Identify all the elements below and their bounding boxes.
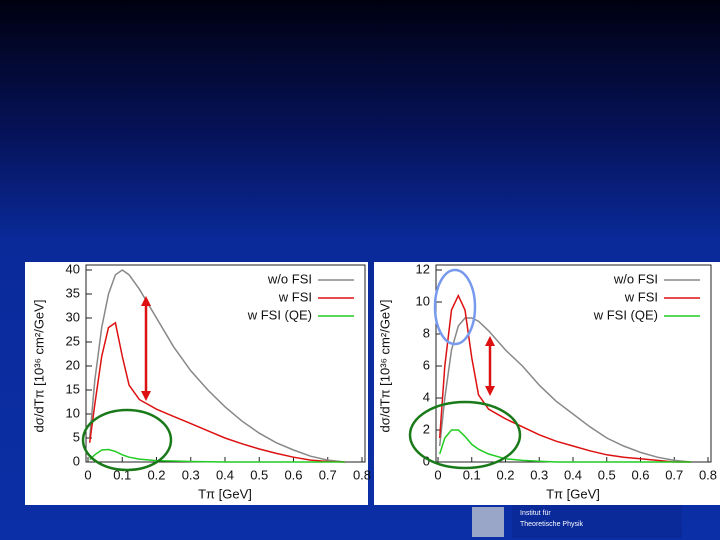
- series-line: [438, 429, 692, 463]
- x-tick-label: 0.4: [564, 467, 582, 482]
- x-tick-label: 0.4: [216, 467, 234, 482]
- series-line: [438, 317, 692, 463]
- series-line: [88, 321, 345, 463]
- y-tick-label: 2: [423, 421, 430, 436]
- y-tick-label: 20: [66, 357, 80, 372]
- x-axis-title: Tπ [GeV]: [546, 486, 600, 501]
- y-tick-label: 10: [416, 293, 430, 308]
- panel: [374, 262, 720, 505]
- y-tick-label: 15: [66, 381, 80, 396]
- x-axis-title: Tπ [GeV]: [198, 486, 252, 501]
- y-tick-label: 25: [66, 333, 80, 348]
- y-tick-label: 10: [66, 405, 80, 420]
- annotations: [81, 268, 522, 472]
- y-tick-label: 35: [66, 285, 80, 300]
- x-tick-label: 0.2: [147, 467, 165, 482]
- x-tick-label: 0.5: [598, 467, 616, 482]
- y-tick-label: 6: [423, 357, 430, 372]
- highlight-ellipse: [81, 408, 173, 472]
- institute-line: Institut für: [520, 510, 551, 517]
- logo: [472, 507, 504, 537]
- x-tick-label: 0.6: [284, 467, 302, 482]
- legend-label: w FSI: [278, 289, 312, 304]
- x-tick-label: 0.8: [353, 467, 371, 482]
- highlight-ellipse: [433, 268, 477, 346]
- x-tick-label: 0.8: [699, 467, 717, 482]
- series-line: [88, 269, 345, 463]
- x-tick-label: 0.3: [530, 467, 548, 482]
- x-tick-label: 0.7: [319, 467, 337, 482]
- y-tick-label: 4: [423, 389, 430, 404]
- x-tick-label: 0.5: [250, 467, 268, 482]
- y-tick-label: 5: [73, 429, 80, 444]
- y-tick-label: 8: [423, 325, 430, 340]
- legend-label: w FSI (QE): [247, 307, 312, 322]
- highlight-ellipse: [408, 400, 522, 470]
- y-axis-title: dσ/dTπ [10³⁶ cm²/GeV]: [377, 300, 392, 433]
- y-tick-label: 0: [73, 453, 80, 468]
- x-tick-label: 0: [434, 467, 441, 482]
- x-tick-label: 0.7: [665, 467, 683, 482]
- institute-line: Theoretische Physik: [520, 521, 584, 528]
- x-tick-label: 0.1: [463, 467, 481, 482]
- series-line: [438, 293, 692, 463]
- logo-box: [512, 505, 682, 538]
- y-axis-title: dσ/dTπ [10³⁶ cm²/GeV]: [31, 300, 46, 433]
- legend-label: w/o FSI: [267, 271, 312, 286]
- panel: [25, 262, 368, 505]
- x-tick-label: 0: [84, 467, 91, 482]
- y-tick-label: 30: [66, 309, 80, 324]
- legend-label: w FSI (QE): [593, 307, 658, 322]
- y-tick-label: 12: [416, 261, 430, 276]
- series-line: [89, 448, 345, 463]
- y-tick-label: 0: [423, 453, 430, 468]
- x-tick-label: 0.2: [496, 467, 514, 482]
- legend-label: w FSI: [624, 289, 658, 304]
- legend-label: w/o FSI: [613, 271, 658, 286]
- x-tick-label: 0.3: [182, 467, 200, 482]
- y-tick-label: 40: [66, 261, 80, 276]
- x-tick-label: 0.6: [631, 467, 649, 482]
